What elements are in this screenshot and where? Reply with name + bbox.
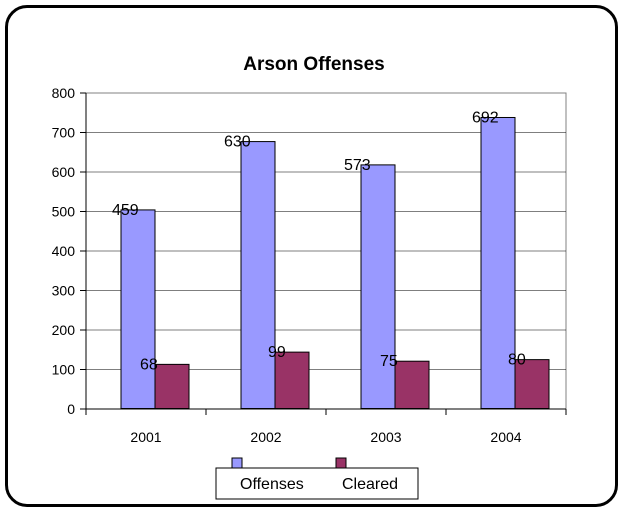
- data-label-offenses-2003: 573: [344, 157, 371, 174]
- data-label-cleared-2004: 80: [508, 352, 526, 369]
- chart-title: Arson Offenses: [243, 54, 384, 75]
- data-label-cleared-2001: 68: [140, 356, 158, 373]
- legend-box: [215, 467, 419, 500]
- y-tick-label: 400: [52, 243, 76, 259]
- bar-cleared-2001: [154, 363, 190, 409]
- y-tick-label: 600: [52, 164, 76, 180]
- y-tick-label: 500: [52, 204, 76, 220]
- data-label-cleared-2003: 75: [380, 353, 398, 370]
- x-tick-label: 2002: [250, 429, 281, 445]
- y-tick-label: 800: [52, 85, 76, 101]
- data-label-cleared-2002: 99: [268, 344, 286, 361]
- bar-cleared-2002: [274, 351, 310, 409]
- data-labels: 459 630 573 692 68 99 75 80: [112, 109, 526, 373]
- y-tick-label: 100: [52, 362, 76, 378]
- y-tick-label: 700: [52, 125, 76, 141]
- x-tick-label: 2004: [490, 429, 521, 445]
- x-tick-label: 2003: [370, 429, 401, 445]
- bar-offenses-2004: [480, 116, 516, 410]
- legend: Offenses Cleared: [215, 457, 419, 500]
- data-label-offenses-2001: 459: [112, 202, 139, 219]
- bars: [120, 116, 550, 410]
- data-label-offenses-2002: 630: [224, 134, 251, 151]
- bar-cleared-2004: [514, 359, 550, 409]
- x-tick-label: 2001: [130, 429, 161, 445]
- bar-offenses-2002: [240, 141, 276, 410]
- axes: 0 100 200 300 400 500 600 700 800 2001 2002 2003 200…: [52, 85, 567, 445]
- y-tick-label: 200: [52, 322, 76, 338]
- y-tick-label: 300: [52, 283, 76, 299]
- bar-offenses-2003: [360, 164, 396, 409]
- legend-label-cleared: Cleared: [342, 476, 398, 493]
- legend-swatch-cleared: [335, 457, 347, 469]
- bar-cleared-2003: [394, 360, 430, 409]
- legend-swatch-offenses: [231, 457, 243, 469]
- legend-label-offenses: Offenses: [240, 476, 304, 493]
- data-label-offenses-2004: 692: [472, 109, 499, 126]
- y-tick-label: 0: [67, 401, 75, 417]
- bar-offenses-2001: [120, 209, 156, 409]
